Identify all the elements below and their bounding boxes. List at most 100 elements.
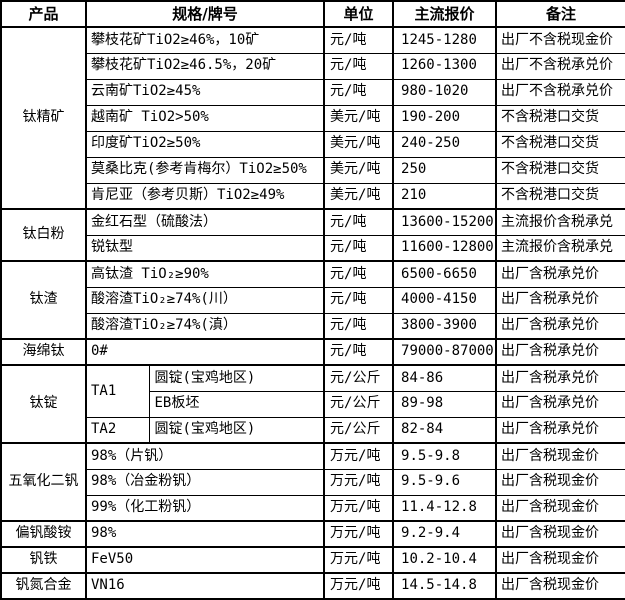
price-cell: 980-1020 xyxy=(392,78,498,106)
price-cell: 11600-12800 xyxy=(392,234,498,262)
spec-cell: 锐钛型 xyxy=(84,234,326,262)
note-cell: 出厂含税现金价 xyxy=(495,572,625,600)
product-cell-vanadium-nitrogen-alloy: 钒氮合金 xyxy=(0,572,87,600)
unit-cell: 元/公斤 xyxy=(323,416,395,444)
unit-cell: 万元/吨 xyxy=(323,546,395,574)
table-row: 钒铁 FeV50 万元/吨 10.2-10.4 出厂含税现金价 xyxy=(0,546,625,574)
price-cell: 3800-3900 xyxy=(392,312,498,340)
price-cell: 9.5-9.6 xyxy=(392,468,498,496)
header-row: 产品 规格/牌号 单位 主流报价 备注 xyxy=(0,0,625,28)
table-row: 酸溶渣TiO₂≥74%(滇） 元/吨 3800-3900 出厂含税承兑价 xyxy=(1,312,625,340)
price-cell: 82-84 xyxy=(392,416,498,444)
note-cell: 出厂含税现金价 xyxy=(495,520,625,548)
price-cell: 79000-87000 xyxy=(392,338,498,366)
spec-cell: 98%（冶金粉钒） xyxy=(84,468,326,496)
spec-cell: 98%（片钒） xyxy=(84,442,326,470)
unit-cell: 万元/吨 xyxy=(323,494,395,522)
price-cell: 11.4-12.8 xyxy=(392,494,498,522)
column-header-unit: 单位 xyxy=(323,0,395,28)
spec-cell: 98% xyxy=(84,520,326,548)
product-cell-ferrovanadium: 钒铁 xyxy=(0,546,87,574)
table-row: 98%（冶金粉钒） 万元/吨 9.5-9.6 出厂含税现金价 xyxy=(1,468,625,496)
table-row: 攀枝花矿TiO2≥46.5%，20矿 元/吨 1260-1300 出厂不含税承兑… xyxy=(1,52,625,80)
spec-cell: 云南矿TiO2≥45% xyxy=(84,78,326,106)
unit-cell: 元/公斤 xyxy=(323,390,395,418)
column-header-price: 主流报价 xyxy=(392,0,498,28)
table-row: 钛白粉 金红石型（硫酸法） 元/吨 13600-15200 主流报价含税承兑 xyxy=(0,208,625,262)
table-row: 钒氮合金 VN16 万元/吨 14.5-14.8 出厂含税现金价 xyxy=(0,572,625,600)
table-row: 印度矿TiO2≥50% 美元/吨 240-250 不含税港口交货 xyxy=(1,130,625,158)
unit-cell: 万元/吨 xyxy=(323,572,395,600)
unit-cell: 美元/吨 xyxy=(323,130,395,158)
price-cell: 9.5-9.8 xyxy=(392,442,498,470)
unit-cell: 元/吨 xyxy=(323,312,395,340)
note-cell: 主流报价含税承兑 xyxy=(495,208,625,236)
price-cell: 84-86 xyxy=(392,364,498,392)
unit-cell: 万元/吨 xyxy=(323,520,395,548)
note-cell: 主流报价含税承兑 xyxy=(495,234,625,262)
price-cell: 250 xyxy=(392,156,498,184)
table-row: 钛锭 TA1 圆锭(宝鸡地区) 元/公斤 84-86 出厂含税承兑价 xyxy=(0,364,625,444)
spec-cell: EB板坯 xyxy=(148,390,326,418)
note-cell: 出厂不含税现金价 xyxy=(495,26,625,54)
price-cell: 1245-1280 xyxy=(392,26,498,54)
price-cell: 89-98 xyxy=(392,390,498,418)
note-cell: 出厂含税承兑价 xyxy=(495,390,625,418)
table-row: TA2 圆锭(宝鸡地区) 元/公斤 82-84 出厂含税承兑价 xyxy=(1,416,625,444)
price-cell: 6500-6650 xyxy=(392,260,498,288)
table-row: 钛渣 高钛渣 TiO₂≥90% 元/吨 6500-6650 出厂含税承兑价 xyxy=(0,260,625,340)
spec-cell: 金红石型（硫酸法） xyxy=(84,208,326,236)
table-row: 肯尼亚（参考贝斯）TiO2≥49% 美元/吨 210 不含税港口交货 xyxy=(1,182,625,210)
note-cell: 出厂含税承兑价 xyxy=(495,312,625,340)
spec-cell: 酸溶渣TiO₂≥74%(滇） xyxy=(84,312,326,340)
unit-cell: 美元/吨 xyxy=(323,156,395,184)
spec-cell: 0# xyxy=(84,338,326,366)
spec-cell: 圆锭(宝鸡地区) xyxy=(148,416,326,444)
note-cell: 出厂含税现金价 xyxy=(495,494,625,522)
spec-cell: 99%（化工粉钒） xyxy=(84,494,326,522)
note-cell: 出厂含税现金价 xyxy=(495,442,625,470)
column-header-spec: 规格/牌号 xyxy=(84,0,326,28)
table-row: 酸溶渣TiO₂≥74%(川） 元/吨 4000-4150 出厂含税承兑价 xyxy=(1,286,625,314)
table-row: 99%（化工粉钒） 万元/吨 11.4-12.8 出厂含税现金价 xyxy=(1,494,625,522)
spec-cell: 印度矿TiO2≥50% xyxy=(84,130,326,158)
table-row: 越南矿 TiO2>50% 美元/吨 190-200 不含税港口交货 xyxy=(1,104,625,132)
price-cell: 210 xyxy=(392,182,498,210)
spec-cell-mozambique: 莫桑比克(参考肯梅尔）TiO2≥50% xyxy=(84,156,326,184)
unit-cell: 元/吨 xyxy=(323,208,395,236)
price-cell: 190-200 xyxy=(392,104,498,132)
price-cell: 4000-4150 xyxy=(392,286,498,314)
grade-cell-ta2: TA2 xyxy=(85,416,150,444)
product-cell-ammonium-metavanadate: 偏钒酸铵 xyxy=(0,520,87,548)
unit-cell: 元/吨 xyxy=(323,26,395,54)
note-cell: 出厂含税承兑价 xyxy=(495,286,625,314)
unit-cell: 元/吨 xyxy=(323,78,395,106)
unit-cell: 万元/吨 xyxy=(323,468,395,496)
grade-cell-ta1: TA1 xyxy=(85,364,150,418)
product-cell-ti-dioxide: 钛白粉 xyxy=(0,208,87,262)
price-cell: 9.2-9.4 xyxy=(392,520,498,548)
note-cell: 出厂不含税承兑价 xyxy=(495,78,625,106)
unit-cell: 元/吨 xyxy=(323,286,395,314)
note-cell: 不含税港口交货 xyxy=(495,182,625,210)
price-cell: 14.5-14.8 xyxy=(392,572,498,600)
note-cell: 不含税港口交货 xyxy=(495,156,625,184)
note-cell: 不含税港口交货 xyxy=(495,130,625,158)
table-row: EB板坯 元/公斤 89-98 出厂含税承兑价 xyxy=(1,390,625,418)
note-cell: 出厂不含税承兑价 xyxy=(495,52,625,80)
price-cell: 240-250 xyxy=(392,130,498,158)
unit-cell: 元/吨 xyxy=(323,260,395,288)
note-cell: 出厂含税承兑价 xyxy=(495,364,625,392)
product-cell-ti-ingot: 钛锭 xyxy=(0,364,87,444)
note-cell: 出厂含税承兑价 xyxy=(495,260,625,288)
product-cell-sponge-ti: 海绵钛 xyxy=(0,338,87,366)
column-header-product: 产品 xyxy=(0,0,87,28)
price-cell: 13600-15200 xyxy=(392,208,498,236)
product-cell-ti-concentrate: 钛精矿 xyxy=(0,26,87,210)
price-cell: 10.2-10.4 xyxy=(392,546,498,574)
table-row: 海绵钛 0# 元/吨 79000-87000 出厂含税承兑价 xyxy=(0,338,625,366)
note-cell: 出厂含税现金价 xyxy=(495,468,625,496)
spec-cell: 越南矿 TiO2>50% xyxy=(84,104,326,132)
product-cell-v2o5: 五氧化二钒 xyxy=(0,442,87,522)
unit-cell: 元/吨 xyxy=(323,234,395,262)
